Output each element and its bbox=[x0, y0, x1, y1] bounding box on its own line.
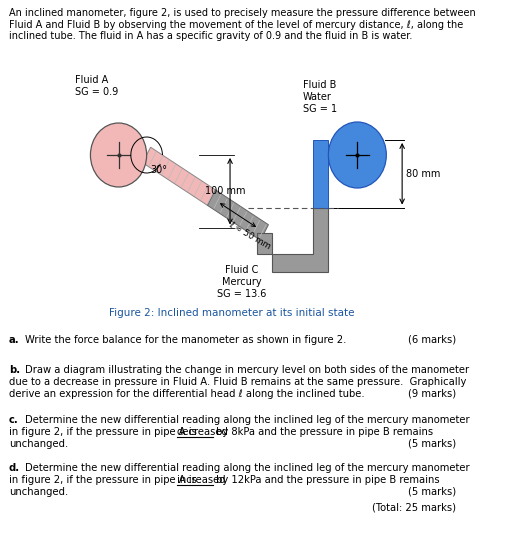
Polygon shape bbox=[313, 140, 329, 208]
Circle shape bbox=[329, 122, 386, 188]
Text: due to a decrease in pressure in Fluid A. Fluid B remains at the same pressure. : due to a decrease in pressure in Fluid A… bbox=[9, 377, 466, 387]
Text: 30°: 30° bbox=[150, 165, 167, 175]
Text: derive an expression for the differential head ℓ along the inclined tube.: derive an expression for the differentia… bbox=[9, 389, 364, 399]
Text: An inclined manometer, figure 2, is used to precisely measure the pressure diffe: An inclined manometer, figure 2, is used… bbox=[9, 8, 476, 18]
Text: unchanged.: unchanged. bbox=[9, 439, 68, 449]
Text: b.: b. bbox=[9, 365, 20, 375]
Text: Write the force balance for the manometer as shown in figure 2.: Write the force balance for the manomete… bbox=[24, 335, 346, 345]
Text: increased: increased bbox=[177, 475, 225, 485]
Text: Mercury: Mercury bbox=[222, 277, 261, 287]
Text: in figure 2, if the pressure in pipe A is: in figure 2, if the pressure in pipe A i… bbox=[9, 427, 200, 437]
Text: by 12kPa and the pressure in pipe B remains: by 12kPa and the pressure in pipe B rema… bbox=[213, 475, 439, 485]
Text: Fluid B: Fluid B bbox=[303, 80, 336, 90]
Text: in figure 2, if the pressure in pipe A is: in figure 2, if the pressure in pipe A i… bbox=[9, 475, 200, 485]
Polygon shape bbox=[143, 147, 215, 205]
Text: (9 marks): (9 marks) bbox=[407, 389, 455, 399]
Text: Fluid A: Fluid A bbox=[75, 75, 108, 85]
Text: SG = 13.6: SG = 13.6 bbox=[217, 289, 266, 299]
Text: Fluid A and Fluid B by observing the movement of the level of mercury distance, : Fluid A and Fluid B by observing the mov… bbox=[9, 20, 463, 30]
Text: SG = 0.9: SG = 0.9 bbox=[75, 87, 118, 97]
Text: d.: d. bbox=[9, 463, 20, 473]
Text: 80 mm: 80 mm bbox=[406, 169, 440, 179]
Polygon shape bbox=[207, 190, 268, 240]
Polygon shape bbox=[257, 208, 329, 272]
Circle shape bbox=[90, 123, 147, 187]
Text: decreased: decreased bbox=[177, 427, 229, 437]
Text: 100 mm: 100 mm bbox=[205, 186, 246, 196]
Text: Determine the new differential reading along the inclined leg of the mercury man: Determine the new differential reading a… bbox=[24, 463, 469, 473]
Text: Fluid C: Fluid C bbox=[225, 265, 258, 275]
Text: Water: Water bbox=[303, 92, 332, 102]
Text: (5 marks): (5 marks) bbox=[407, 439, 455, 449]
Text: Draw a diagram illustrating the change in mercury level on both sides of the man: Draw a diagram illustrating the change i… bbox=[24, 365, 469, 375]
Text: Figure 2: Inclined manometer at its initial state: Figure 2: Inclined manometer at its init… bbox=[109, 308, 354, 318]
Text: unchanged.: unchanged. bbox=[9, 487, 68, 497]
Text: ℓ ≈ 50 mm: ℓ ≈ 50 mm bbox=[227, 220, 272, 251]
Text: c.: c. bbox=[9, 415, 19, 425]
Text: (Total: 25 marks): (Total: 25 marks) bbox=[372, 503, 455, 513]
Text: a.: a. bbox=[9, 335, 20, 345]
Text: (5 marks): (5 marks) bbox=[407, 487, 455, 497]
Text: Determine the new differential reading along the inclined leg of the mercury man: Determine the new differential reading a… bbox=[24, 415, 469, 425]
Text: SG = 1: SG = 1 bbox=[303, 104, 337, 114]
Text: (6 marks): (6 marks) bbox=[407, 335, 455, 345]
Text: by 8kPa and the pressure in pipe B remains: by 8kPa and the pressure in pipe B remai… bbox=[213, 427, 433, 437]
Text: inclined tube. The fluid in A has a specific gravity of 0.9 and the fluid in B i: inclined tube. The fluid in A has a spec… bbox=[9, 31, 412, 41]
